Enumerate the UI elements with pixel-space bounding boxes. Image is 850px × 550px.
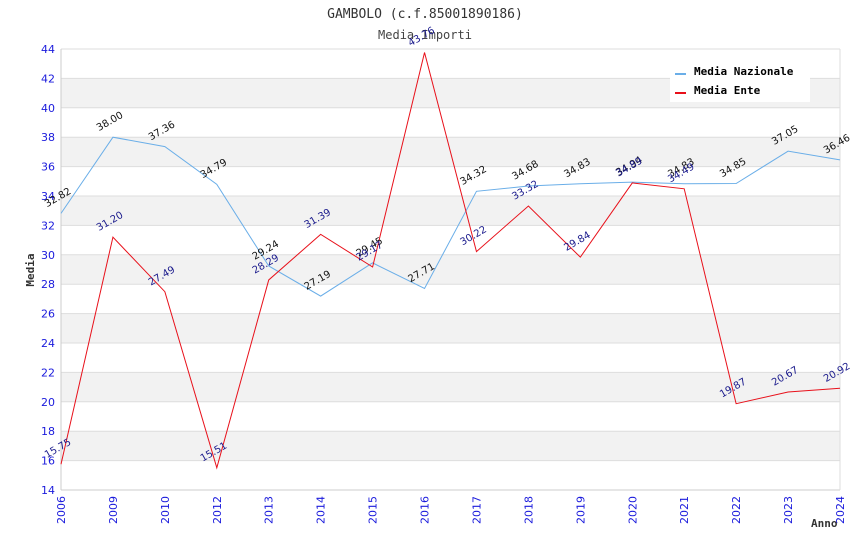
grid-band [61, 460, 840, 490]
x-tick-label: 2022 [730, 496, 743, 524]
x-tick-label: 2018 [522, 496, 535, 524]
y-tick-label: 44 [41, 43, 55, 56]
x-tick-label: 2014 [315, 496, 328, 524]
x-tick-label: 2015 [367, 496, 380, 524]
legend: Media Nazionale Media Ente [670, 60, 810, 102]
grid-band [61, 343, 840, 373]
x-tick-label: 2019 [574, 496, 587, 524]
x-tick-label: 2006 [55, 496, 68, 524]
series-lines [60, 52, 841, 470]
y-tick-label: 36 [41, 161, 55, 174]
y-tick-label: 26 [41, 308, 55, 321]
grid-band [61, 372, 840, 402]
x-tick-label: 2013 [263, 496, 276, 524]
axes [60, 49, 841, 491]
x-tick-label: 2024 [834, 496, 847, 524]
grid-band [61, 313, 840, 343]
x-tick-label: 2021 [678, 496, 691, 524]
y-tick-label: 22 [41, 366, 55, 379]
y-tick-label: 14 [41, 484, 55, 497]
legend-box [670, 60, 810, 102]
y-tick-label: 20 [41, 396, 55, 409]
chart-subtitle: Media Importi [378, 28, 472, 42]
x-tick-label: 2009 [107, 496, 120, 524]
grid-band [61, 284, 840, 314]
x-tick-label: 2010 [159, 496, 172, 524]
y-axis-title: Media [24, 253, 37, 286]
y-tick-label: 32 [41, 219, 55, 232]
grid-bands [61, 49, 840, 490]
x-tick-label: 2016 [419, 496, 432, 524]
y-tick-label: 16 [41, 455, 55, 468]
y-tick-label: 42 [41, 72, 55, 85]
grid-band [61, 196, 840, 226]
x-tick-label: 2023 [782, 496, 795, 524]
series-line-media-nazionale [60, 136, 841, 297]
y-axis-ticks: 14 16 18 20 22 24 26 28 30 32 34 36 38 40 42 44 [41, 43, 55, 497]
y-tick-label: 28 [41, 278, 55, 291]
y-tick-label: 30 [41, 249, 55, 262]
x-tick-label: 2012 [211, 496, 224, 524]
grid-band [61, 431, 840, 461]
grid-band [61, 166, 840, 196]
x-tick-label: 2017 [470, 496, 483, 524]
y-tick-label: 24 [41, 337, 55, 350]
grid-band [61, 254, 840, 285]
grid-band [61, 401, 840, 432]
y-tick-label: 38 [41, 131, 55, 144]
y-tick-label: 34 [41, 190, 55, 203]
series-line-media-ente [60, 52, 841, 470]
x-tick-label: 2020 [626, 496, 639, 524]
chart-title: GAMBOLO (c.f.85001890186) [327, 7, 523, 22]
legend-label-media-nazionale: Media Nazionale [694, 65, 794, 78]
grid-band [61, 107, 840, 138]
legend-label-media-ente: Media Ente [694, 84, 761, 97]
x-axis-ticks: 2006 2009 2010 2012 2013 2014 2015 2016 2017 2018… [55, 496, 847, 524]
x-axis-title: Anno [811, 517, 838, 530]
y-tick-label: 18 [41, 425, 55, 438]
y-tick-label: 40 [41, 102, 55, 115]
